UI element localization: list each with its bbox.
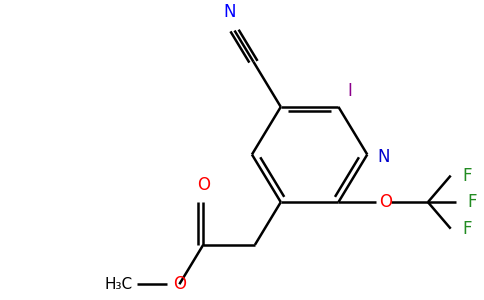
Text: N: N (378, 148, 391, 166)
Text: F: F (463, 220, 472, 238)
Text: O: O (378, 193, 392, 211)
Text: N: N (224, 3, 236, 21)
Text: H₃C: H₃C (104, 277, 132, 292)
Text: F: F (468, 193, 477, 211)
Text: F: F (463, 167, 472, 184)
Text: O: O (173, 275, 186, 293)
Text: I: I (347, 82, 352, 100)
Text: O: O (197, 176, 210, 194)
